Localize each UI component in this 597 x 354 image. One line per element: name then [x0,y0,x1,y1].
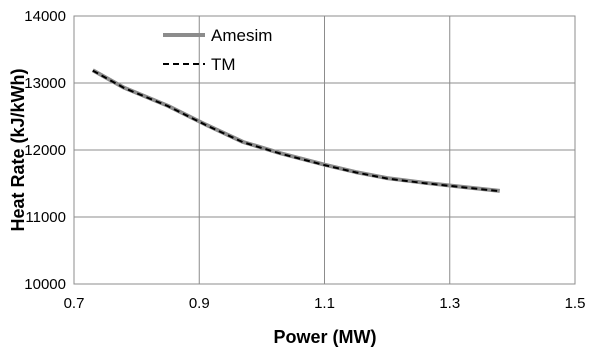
y-tick-label: 10000 [24,276,66,293]
y-tick-label: 12000 [24,142,66,159]
x-axis-title: Power (MW) [274,327,377,347]
grid-lines [74,16,575,284]
y-tick-label: 14000 [24,8,66,25]
legend-label-tm: TM [211,55,236,74]
x-tick-label: 1.3 [439,295,460,312]
tick-labels: 10000 11000 12000 13000 14000 0.7 0.9 1.1 1.3 1.5 [24,8,585,312]
x-tick-label: 0.9 [189,295,210,312]
series-lines [91,68,501,193]
y-tick-label: 13000 [24,75,66,92]
legend-label-amesim: Amesim [211,26,272,45]
y-tick-label: 11000 [25,209,66,226]
x-tick-label: 1.1 [314,295,335,312]
x-tick-label: 1.5 [565,295,586,312]
series-line-tm [92,69,500,193]
legend: Amesim TM [163,26,272,74]
y-axis-title: Heat Rate (kJ/kWh) [8,68,28,231]
x-tick-label: 0.7 [64,295,85,312]
